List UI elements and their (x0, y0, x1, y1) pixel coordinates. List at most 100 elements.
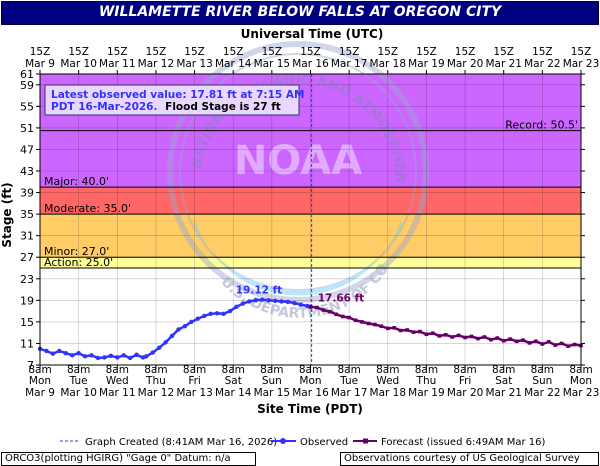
forecast-point (360, 320, 364, 324)
x-top-tick-date: Mar 18 (370, 58, 407, 70)
observed-point (195, 316, 200, 321)
x-top-tick-date: Mar 16 (292, 58, 329, 70)
forecast-point (534, 339, 538, 344)
latest-value-box-bg (44, 84, 300, 116)
x-top-tick-time: 15Z (223, 46, 244, 58)
y-tick-label: 35 (20, 208, 34, 221)
x-tick-date: Mar 20 (447, 387, 484, 399)
x-tick-date: Mar 22 (524, 387, 561, 399)
x-tick-day: Mon (29, 375, 51, 387)
forecast-point (321, 308, 326, 312)
x-tick-day: Tue (69, 375, 88, 387)
forecast-point (347, 315, 351, 320)
x-tick-date: Mar 15 (254, 387, 291, 399)
x-tick-day: Sun (532, 375, 552, 387)
x-tick-time: 8am (183, 364, 206, 376)
x-tick-date: Mar 21 (485, 387, 522, 399)
watermark-ring (167, 41, 429, 303)
forecast-point (482, 335, 487, 339)
forecast-point (418, 329, 422, 334)
latest-value-line1: Latest observed value: 17.81 ft at 7:15 … (51, 89, 304, 101)
forecast-point (540, 342, 545, 346)
observed-point (150, 350, 155, 355)
forecast-point (559, 341, 564, 346)
x-tick-day: Sat (495, 375, 512, 387)
x-top-tick-date: Mar 15 (254, 58, 291, 70)
latest-value-line2-group: PDT 16-Mar-2026. Flood Stage is 27 ft (51, 101, 281, 113)
observed-point (259, 297, 265, 302)
flood-label-major: Major: 40.0' (44, 175, 109, 188)
footer-gage-info: ORCO3(plotting HGIRG) "Gage 0" Datum: n/… (1, 452, 256, 466)
observed-point (108, 353, 114, 359)
y-tick-label: 59 (20, 79, 34, 92)
y-tick-label: 55 (20, 100, 34, 113)
observed-point (44, 348, 49, 354)
forecast-point (527, 341, 532, 345)
x-tick-date: Mar 19 (408, 387, 445, 399)
observed-point (163, 340, 168, 345)
forecast-point (450, 335, 454, 339)
x-tick-date: Mar 23 (563, 387, 600, 399)
legend-observed: Observed (300, 437, 348, 448)
observed-point (189, 319, 194, 325)
x-top-tick-time: 15Z (146, 46, 167, 58)
x-tick-time: 8am (453, 364, 476, 376)
legend: Graph Created (8:41AM Mar 16, 2026) Obse… (60, 437, 545, 448)
x-tick-time: 8am (337, 364, 360, 376)
x-top-tick-date: Mar 9 (25, 58, 55, 70)
flood-label-moderate: Moderate: 35.0' (44, 202, 131, 215)
x-tick-day: Mon (570, 375, 592, 387)
x-tick-time: 8am (376, 364, 399, 376)
x-tick-date: Mar 14 (215, 387, 252, 399)
flood-label-minor: Minor: 27.0' (44, 245, 109, 258)
x-top-tick-date: Mar 11 (99, 58, 136, 70)
x-tick-time: 8am (106, 364, 129, 376)
forecast-point (315, 305, 319, 310)
flood-zones (40, 74, 581, 365)
x-tick-day: Wed (106, 375, 129, 387)
observed-point (144, 354, 149, 359)
y-tick-label: 43 (20, 165, 34, 178)
observed-point (227, 308, 233, 314)
chart-title: WILLAMETTE RIVER BELOW FALLS AT OREGON C… (98, 4, 502, 20)
footer-usgs-credit: Observations courtesy of US Geological S… (340, 452, 599, 466)
legend-forecast: Forecast (issued 6:49AM Mar 16) (381, 437, 545, 448)
x-top-tick-date: Mar 23 (563, 58, 600, 70)
x-top-tick-time: 15Z (107, 46, 128, 58)
observed-point (134, 352, 139, 357)
y-tick-label: 19 (20, 294, 34, 307)
x-tick-time: 8am (28, 364, 51, 376)
x-tick-day: Sun (262, 375, 282, 387)
observed-point (292, 300, 297, 306)
y-tick-label: 47 (20, 143, 34, 156)
observed-point (279, 299, 284, 304)
flood-zone-labels: Record: 50.5' Major: 40.0' Moderate: 35.0'… (40, 119, 581, 269)
x-top-tick-time: 15Z (300, 46, 321, 58)
forecast-point (373, 322, 377, 327)
forecast-point (572, 342, 577, 347)
observed-point (272, 298, 278, 304)
forecast-point (334, 312, 339, 317)
top-axis-label: Universal Time (UTC) (241, 27, 384, 41)
observed-point (234, 304, 239, 309)
flood-zone-action (40, 257, 581, 268)
x-tick-time: 8am (492, 364, 515, 376)
flood-label-action: Action: 25.0' (44, 256, 113, 269)
flood-zone-moderate (40, 187, 581, 215)
y-tick-label: 51 (20, 122, 34, 135)
x-tick-time: 8am (222, 364, 245, 376)
observed-point (298, 302, 304, 307)
title-bar: WILLAMETTE RIVER BELOW FALLS AT OREGON C… (1, 1, 599, 25)
x-tick-day: Wed (376, 375, 399, 387)
peak-annotation: 19.12 ft (236, 285, 282, 297)
forecast-point (566, 344, 570, 348)
observed-point (176, 327, 181, 332)
x-top-tick-time: 15Z (30, 46, 51, 58)
x-tick-time: 8am (260, 364, 283, 376)
observed-point (169, 333, 175, 339)
forecast-point (476, 336, 480, 341)
y-tick-label: 7 (27, 359, 34, 372)
forecast-point (431, 331, 435, 336)
forecast-point (353, 318, 358, 323)
